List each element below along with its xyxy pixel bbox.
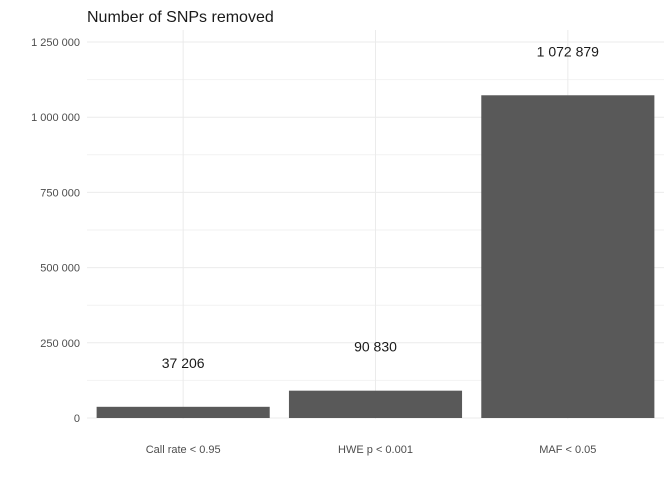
chart-title: Number of SNPs removed (87, 9, 274, 26)
y-tick-label: 0 (74, 413, 80, 425)
data-label: 90 830 (354, 339, 397, 355)
bar (96, 406, 270, 418)
data-label: 1 072 879 (537, 43, 599, 59)
y-axis-ticks: 0 250 000 500 000 750 000 1 000 000 1 250 000 (31, 37, 80, 425)
data-label: 37 206 (162, 355, 205, 371)
y-tick-label: 1 000 000 (31, 112, 80, 124)
y-tick-label: 750 000 (40, 187, 80, 199)
x-tick-label: HWE p < 0.001 (338, 444, 413, 456)
y-tick-label: 250 000 (40, 338, 80, 350)
x-axis-ticks: Call rate < 0.95 HWE p < 0.001 MAF < 0.05 (146, 444, 597, 456)
bar (288, 390, 463, 418)
data-labels: 37 206 90 830 1 072 879 (162, 43, 599, 371)
y-tick-label: 500 000 (40, 263, 80, 275)
bars (96, 95, 655, 418)
bar (481, 95, 655, 418)
x-tick-label: MAF < 0.05 (539, 444, 596, 456)
y-tick-label: 1 250 000 (31, 37, 80, 49)
x-tick-label: Call rate < 0.95 (146, 444, 221, 456)
